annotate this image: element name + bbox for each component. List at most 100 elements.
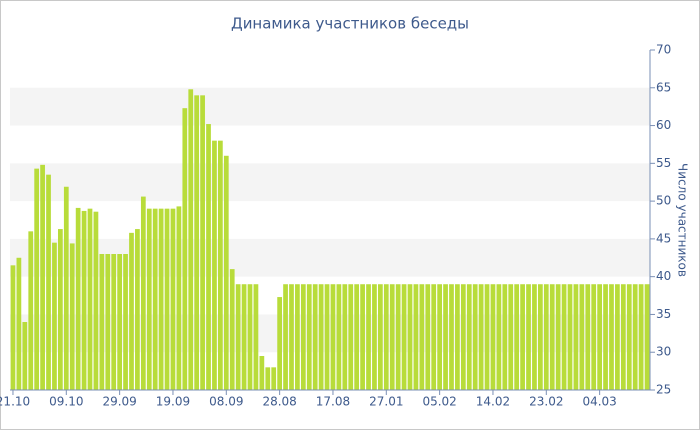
bar	[455, 284, 460, 390]
bar	[603, 284, 608, 390]
bar	[567, 284, 573, 390]
bar	[609, 284, 614, 390]
bar	[129, 232, 134, 390]
bar	[360, 284, 365, 390]
bar	[543, 284, 549, 390]
bar	[75, 207, 81, 390]
bar	[194, 95, 200, 390]
bar	[111, 254, 117, 390]
bar	[312, 284, 318, 390]
bar	[431, 284, 437, 390]
bar	[265, 367, 271, 390]
bar	[372, 284, 377, 390]
y-tick-label: 70	[656, 43, 671, 57]
bar	[425, 284, 431, 390]
bar	[253, 284, 259, 390]
bar	[520, 284, 525, 390]
bar	[188, 89, 194, 391]
bar	[28, 231, 34, 390]
bar	[472, 284, 478, 390]
x-tick-label: 28.08	[262, 395, 296, 409]
bar	[135, 229, 140, 390]
bar	[330, 284, 336, 390]
bar	[318, 284, 324, 390]
bar	[229, 269, 235, 390]
bar	[514, 284, 520, 390]
bar	[538, 284, 543, 390]
bar	[490, 284, 496, 390]
bar	[212, 140, 217, 390]
bar	[289, 284, 294, 390]
bar	[200, 95, 205, 390]
bar	[46, 174, 51, 390]
bar	[395, 284, 401, 390]
bar	[591, 284, 597, 390]
x-tick-label: 27.01	[369, 395, 403, 409]
bar	[247, 284, 253, 390]
bar	[615, 284, 620, 390]
bar	[324, 284, 330, 390]
x-tick-label: 29.09	[102, 395, 136, 409]
bar	[306, 284, 312, 390]
y-tick-label: 30	[656, 345, 671, 359]
bar	[354, 284, 360, 390]
x-tick-label: 09.10	[49, 395, 83, 409]
bar	[117, 254, 122, 390]
y-tick-label: 65	[656, 80, 671, 94]
bar	[58, 229, 63, 390]
bar	[632, 284, 638, 390]
y-tick-label: 35	[656, 307, 671, 321]
bar	[443, 284, 448, 390]
bar	[93, 211, 99, 390]
bar	[620, 284, 626, 390]
bar	[378, 284, 383, 390]
bar	[22, 322, 28, 390]
chart-title: Динамика участников беседы	[231, 15, 469, 33]
bar	[419, 284, 425, 390]
bar	[549, 284, 555, 390]
bar	[176, 206, 182, 390]
bar	[277, 297, 282, 390]
bar	[81, 210, 87, 390]
bar	[164, 208, 170, 390]
bar	[218, 140, 223, 390]
bar	[638, 284, 644, 390]
x-tick-label: 14.02	[476, 395, 510, 409]
x-tick-label: 19.09	[156, 395, 190, 409]
bar	[69, 243, 75, 390]
bar	[532, 284, 537, 390]
bar	[579, 284, 585, 390]
y-tick-label: 25	[656, 383, 671, 397]
x-tick-label: 21.10	[0, 395, 30, 409]
grid-band	[10, 87, 650, 126]
bar	[300, 284, 306, 390]
bar	[407, 284, 413, 390]
bar	[223, 155, 229, 390]
bar	[259, 356, 265, 390]
bar	[401, 284, 407, 390]
bar	[34, 168, 40, 390]
bar	[152, 208, 158, 390]
bar	[644, 284, 650, 390]
x-tick-label: 04.03	[582, 395, 616, 409]
bar	[235, 284, 241, 390]
bar	[460, 284, 466, 390]
bar	[206, 124, 211, 391]
y-axis-label: Число участников	[676, 163, 690, 277]
bar	[502, 284, 508, 390]
grid-band	[10, 163, 650, 202]
bar	[87, 208, 93, 390]
bar	[389, 284, 395, 390]
bar	[348, 284, 354, 390]
bar	[466, 284, 472, 390]
bar	[99, 254, 105, 390]
bar	[437, 284, 442, 390]
x-tick-label: 08.09	[209, 395, 243, 409]
x-tick-label: 05.02	[422, 395, 456, 409]
bar	[295, 284, 300, 390]
bar	[626, 284, 632, 390]
bar	[484, 284, 490, 390]
bar	[342, 284, 348, 390]
y-tick-label: 50	[656, 194, 671, 208]
